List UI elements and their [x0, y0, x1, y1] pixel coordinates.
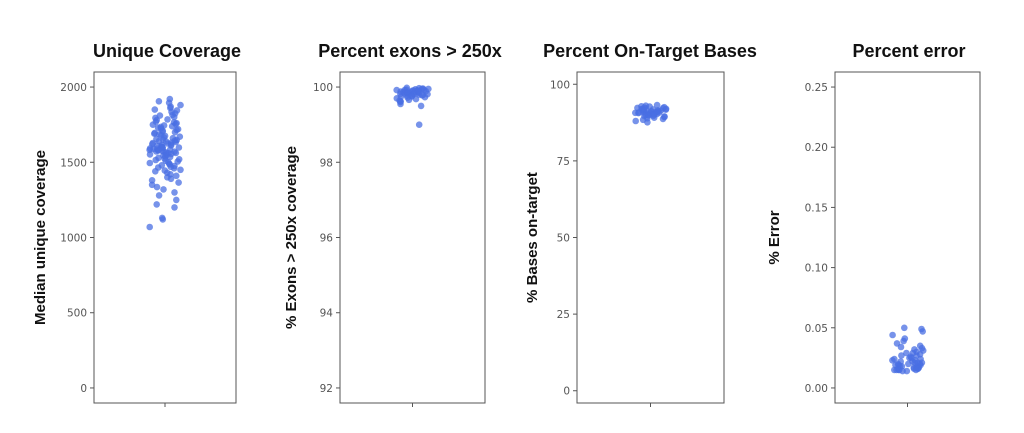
y-tick-label: 25	[557, 309, 570, 321]
data-point	[153, 201, 160, 208]
data-point	[891, 366, 898, 374]
data-point	[662, 106, 670, 113]
y-tick-label: 0.00	[805, 383, 828, 395]
data-point	[632, 117, 639, 125]
data-point	[173, 196, 180, 204]
y-axis-label: % Exons > 250x coverage	[283, 146, 300, 329]
data-point	[415, 121, 423, 128]
plot-frame	[339, 71, 486, 404]
data-point	[167, 175, 175, 183]
y-tick-label: 500	[67, 308, 87, 320]
y-tick-label: 92	[320, 383, 333, 395]
data-point	[405, 96, 413, 104]
data-point	[155, 98, 163, 105]
data-point	[175, 179, 182, 186]
data-point	[170, 165, 178, 172]
data-point	[901, 324, 908, 332]
data-point	[160, 186, 167, 193]
y-tick-label: 50	[557, 233, 570, 245]
chart-title: Unique Coverage	[93, 41, 241, 61]
data-point	[151, 130, 158, 137]
data-point	[397, 100, 404, 108]
data-point	[659, 115, 667, 123]
data-point	[421, 93, 429, 101]
data-point	[175, 144, 183, 151]
y-tick-label: 0.10	[805, 263, 828, 275]
chart-panel-4: Percent error % Error 0.00 0.05 0.10 0.15 0.20…	[766, 41, 981, 407]
data-point	[417, 102, 425, 110]
data-point	[152, 148, 160, 155]
y-tick-label: 100	[313, 82, 333, 94]
chart-panel-2: Percent exons > 250x % Exons > 250x cover…	[283, 41, 502, 407]
data-point	[152, 168, 159, 175]
chart-title: Percent error	[852, 41, 965, 61]
y-tick-label: 96	[320, 233, 334, 245]
data-point	[168, 122, 176, 130]
data-point	[889, 331, 896, 339]
y-tick-label: 0.15	[805, 202, 828, 214]
y-tick-label: 0	[563, 386, 570, 398]
y-tick-label: 1500	[60, 157, 87, 169]
y-tick-label: 1000	[60, 233, 87, 245]
y-tick-label: 0	[80, 383, 87, 395]
data-point	[151, 106, 159, 113]
data-point	[152, 156, 159, 164]
data-point	[149, 121, 157, 128]
chart-panel-1: Unique Coverage Median unique coverage 0 50…	[32, 41, 241, 407]
data-point	[412, 95, 420, 103]
y-axis-label: % Bases on-target	[524, 172, 541, 303]
data-point	[898, 352, 905, 359]
y-tick-label: 0.25	[805, 82, 828, 94]
chart-title: Percent exons > 250x	[318, 41, 502, 61]
y-tick-label: 94	[320, 308, 334, 320]
data-point	[171, 128, 179, 136]
y-tick-label: 0.20	[805, 142, 828, 154]
chart-panel-3: Percent On-Target Bases % Bases on-target…	[524, 41, 757, 407]
data-point	[148, 181, 156, 189]
data-point	[889, 357, 896, 364]
data-point	[166, 153, 174, 161]
data-point	[912, 366, 920, 374]
data-point	[146, 151, 154, 158]
data-point	[177, 101, 184, 109]
plot-frame	[93, 71, 237, 404]
y-axis-label: Median unique coverage	[32, 150, 49, 325]
data-point	[159, 216, 167, 223]
y-tick-label: 100	[550, 79, 570, 91]
data-point	[171, 204, 178, 211]
data-point	[897, 343, 905, 351]
data-point	[900, 337, 907, 345]
data-point	[644, 119, 651, 126]
data-point	[170, 113, 178, 121]
data-point	[650, 114, 658, 121]
data-point	[155, 192, 163, 199]
y-tick-label: 0.05	[805, 323, 828, 335]
data-point	[177, 166, 184, 174]
chart-title: Percent On-Target Bases	[543, 41, 757, 61]
data-point	[173, 172, 180, 180]
data-point	[919, 328, 926, 335]
y-tick-label: 2000	[60, 82, 87, 94]
data-point	[171, 189, 178, 196]
y-tick-label: 98	[320, 157, 333, 169]
y-axis-label: % Error	[766, 210, 783, 264]
data-point	[905, 360, 912, 368]
data-point	[653, 101, 661, 109]
data-point	[635, 109, 642, 117]
data-point	[903, 367, 911, 375]
data-point	[164, 116, 171, 123]
data-point	[153, 183, 161, 191]
data-point	[146, 159, 154, 167]
y-tick-label: 75	[557, 156, 570, 168]
data-point	[146, 223, 153, 231]
